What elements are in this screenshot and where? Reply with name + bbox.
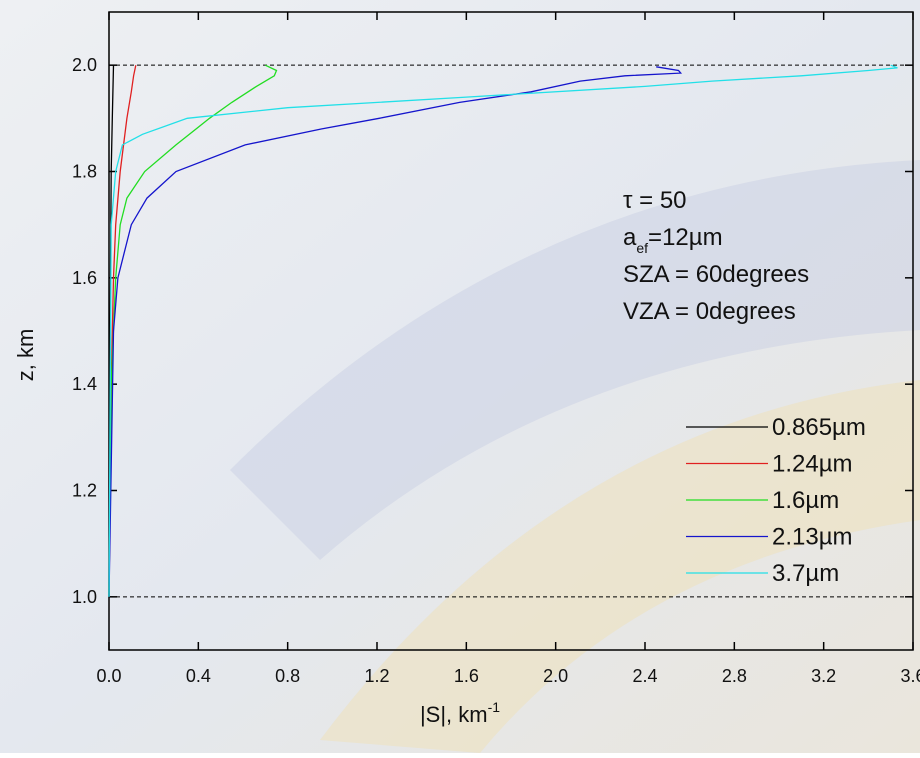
legend-label: 3.7µm	[772, 560, 839, 587]
annotation: VZA = 0degrees	[623, 298, 796, 325]
legend-label: 1.6µm	[772, 487, 839, 514]
x-tick-label: 0.4	[186, 666, 211, 686]
y-tick-label: 2.0	[72, 55, 97, 75]
annotation: SZA = 60degrees	[623, 261, 809, 288]
x-axis-label-sup: -1	[488, 699, 501, 715]
x-tick-label: 3.6	[900, 666, 920, 686]
annotation-sub: ef	[636, 240, 648, 256]
plot-frame	[108, 11, 914, 651]
x-tick-label: 2.0	[543, 666, 568, 686]
series-line	[108, 64, 278, 597]
y-axis-label: z, km	[13, 329, 38, 382]
x-axis-label-text: |S|, km	[420, 702, 488, 727]
y-tick-label: 1.0	[72, 587, 97, 607]
annotation-tail: =12µm	[648, 224, 723, 251]
legend-label: 0.865µm	[772, 414, 866, 441]
series-line	[108, 65, 137, 597]
x-tick-label: 1.2	[364, 666, 389, 686]
series-line	[108, 64, 898, 597]
x-tick-label: 1.6	[454, 666, 479, 686]
x-tick-label: 3.2	[811, 666, 836, 686]
annotation-text: a	[623, 224, 637, 251]
x-tick-label: 0.8	[275, 666, 300, 686]
annotation: aef=12µm	[623, 224, 723, 256]
x-axis-label: |S|, km-1	[420, 699, 500, 727]
y-tick-label: 1.4	[72, 374, 97, 394]
annotation: τ = 50	[623, 187, 687, 214]
y-tick-label: 1.8	[72, 162, 97, 182]
x-tick-label: 2.4	[632, 666, 657, 686]
series-line	[108, 66, 683, 597]
background-arc	[320, 380, 920, 753]
background-arc	[230, 160, 920, 560]
x-tick-label: 0.0	[96, 666, 121, 686]
x-tick-label: 2.8	[722, 666, 747, 686]
y-tick-label: 1.2	[72, 481, 97, 501]
y-tick-label: 1.6	[72, 268, 97, 288]
legend-label: 2.13µm	[772, 524, 853, 551]
legend-label: 1.24µm	[772, 451, 853, 478]
